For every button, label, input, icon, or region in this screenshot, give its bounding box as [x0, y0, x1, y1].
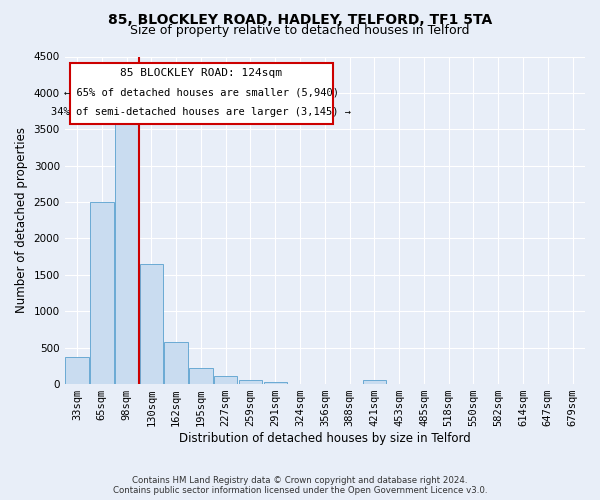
- Bar: [115, 111, 139, 384]
- Bar: [65, 357, 89, 384]
- Bar: [164, 342, 188, 384]
- Bar: [140, 264, 163, 384]
- FancyBboxPatch shape: [70, 63, 332, 124]
- Text: Contains HM Land Registry data © Crown copyright and database right 2024.
Contai: Contains HM Land Registry data © Crown c…: [113, 476, 487, 495]
- Bar: [263, 382, 287, 384]
- Text: Size of property relative to detached houses in Telford: Size of property relative to detached ho…: [130, 24, 470, 37]
- Bar: [189, 368, 213, 384]
- Text: 34% of semi-detached houses are larger (3,145) →: 34% of semi-detached houses are larger (…: [51, 106, 351, 117]
- Bar: [362, 380, 386, 384]
- Bar: [239, 380, 262, 384]
- X-axis label: Distribution of detached houses by size in Telford: Distribution of detached houses by size …: [179, 432, 471, 445]
- Bar: [214, 376, 238, 384]
- Text: ← 65% of detached houses are smaller (5,940): ← 65% of detached houses are smaller (5,…: [64, 88, 339, 98]
- Y-axis label: Number of detached properties: Number of detached properties: [15, 128, 28, 314]
- Text: 85 BLOCKLEY ROAD: 124sqm: 85 BLOCKLEY ROAD: 124sqm: [120, 68, 282, 78]
- Bar: [90, 202, 113, 384]
- Text: 85, BLOCKLEY ROAD, HADLEY, TELFORD, TF1 5TA: 85, BLOCKLEY ROAD, HADLEY, TELFORD, TF1 …: [108, 12, 492, 26]
